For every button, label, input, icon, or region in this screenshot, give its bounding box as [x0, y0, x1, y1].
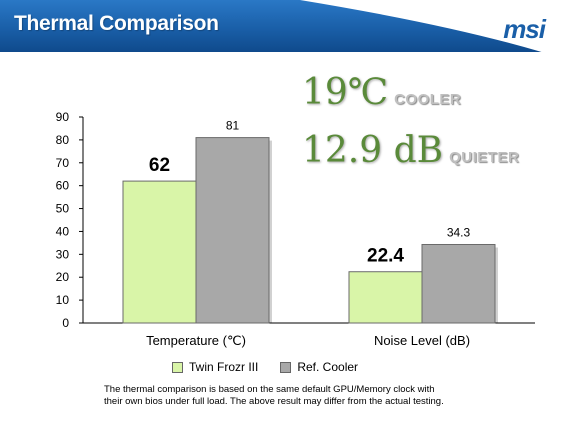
bar-chart: 0 10 20 30 40 50 60 70 80 90 62 81 Temperature (℃) 22…: [56, 110, 535, 348]
y-tick-label: 80: [56, 133, 70, 147]
data-label: 34.3: [447, 225, 471, 239]
page-title: Thermal Comparison: [14, 12, 219, 35]
y-tick-label: 60: [56, 179, 70, 193]
legend-swatch-ref-cooler: [280, 361, 292, 373]
bar-1-1: [421, 243, 496, 324]
legend-swatch-twin-frozr: [172, 361, 183, 373]
header-bar: [0, 0, 567, 60]
callout-quieter: 12.9 dB QUIETER: [302, 130, 519, 171]
callout-cooler-value: 19℃: [302, 72, 389, 113]
bar-1-0: [348, 271, 423, 324]
data-label: 81: [226, 119, 240, 133]
y-tick-label: 90: [56, 110, 70, 124]
y-tick-label: 50: [56, 202, 70, 216]
x-tick-label: Noise Level (dB): [374, 333, 470, 348]
y-tick-label: 70: [56, 156, 70, 170]
y-tick-label: 20: [56, 270, 70, 284]
data-label: 22.4: [367, 246, 404, 267]
legend-label-twin-frozr: Twin Frozr III: [189, 360, 259, 374]
footnote-line-2: their own bios under full load. The abov…: [104, 396, 444, 407]
bar-0-1: [195, 137, 270, 324]
x-tick-label: Temperature (℃): [146, 333, 246, 348]
footnote-line-1: The thermal comparison is based on the s…: [104, 384, 435, 395]
y-tick-label: 30: [56, 247, 70, 261]
msi-logo: msi: [503, 14, 546, 44]
bar-0-0: [122, 180, 197, 324]
callout-cooler: 19℃ COOLER: [302, 72, 461, 113]
y-tick-label: 0: [62, 316, 69, 330]
callout-quieter-value: 12.9 dB: [302, 130, 444, 171]
y-tick-label: 10: [56, 293, 70, 307]
chart-legend: Twin Frozr III Ref. Cooler: [172, 360, 358, 374]
callout-cooler-label: COOLER: [394, 91, 462, 108]
callout-quieter-label: QUIETER: [449, 149, 520, 166]
footnote: The thermal comparison is based on the s…: [104, 384, 504, 408]
legend-label-ref-cooler: Ref. Cooler: [297, 360, 359, 374]
swoosh-shape: [300, 0, 567, 60]
data-label: 62: [149, 155, 170, 176]
header-swoosh: [300, 0, 567, 60]
y-tick-label: 40: [56, 224, 70, 238]
